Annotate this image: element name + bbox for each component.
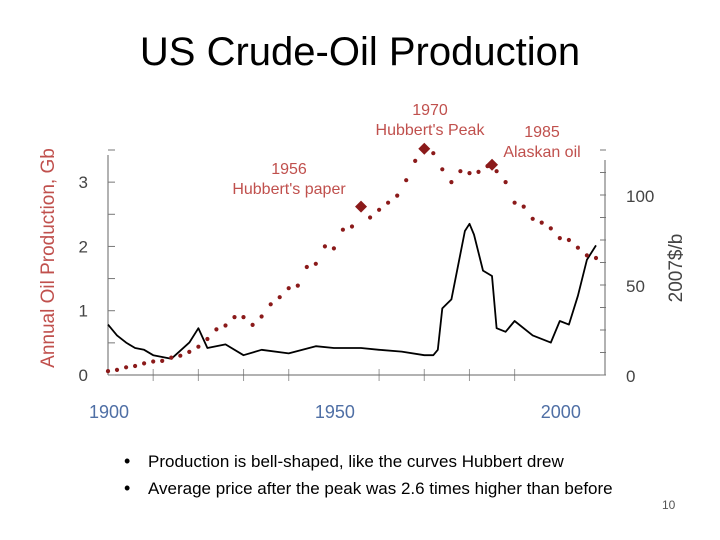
y-left-tick-label: 1	[79, 302, 88, 321]
bullet-item-1: Production is bell-shaped, like the curv…	[118, 448, 613, 475]
chart-labels: 0 1 2 3 0 50 100 1900 1950 2000 Annual Oil Product…	[38, 148, 687, 422]
production-point	[259, 314, 264, 319]
production-point	[196, 344, 201, 349]
annotation-label: 1956	[271, 161, 307, 178]
production-point	[431, 151, 436, 156]
production-point	[241, 315, 246, 320]
annotation-marker	[418, 142, 431, 155]
production-point	[530, 216, 535, 221]
annotation-label: 1985	[524, 124, 560, 141]
y-left-axis-title: Annual Oil Production, Gb	[38, 148, 59, 368]
production-point	[557, 236, 562, 241]
price-series	[107, 222, 597, 360]
chart-annotations: 1956 Hubbert's paper 1970 Hubbert's Peak 198…	[232, 102, 581, 213]
production-point	[295, 283, 300, 288]
production-point	[187, 349, 192, 354]
production-point	[124, 365, 129, 370]
production-point	[377, 207, 382, 212]
production-point	[566, 237, 572, 243]
production-point	[178, 353, 183, 358]
y-right-tick-label: 0	[626, 367, 635, 386]
production-point	[503, 180, 508, 185]
production-point	[593, 255, 599, 261]
production-point	[114, 367, 120, 372]
production-point	[521, 204, 526, 209]
production-point	[467, 171, 472, 176]
x-tick-label: 1950	[315, 402, 355, 422]
production-point	[395, 193, 400, 198]
production-point	[494, 169, 499, 174]
page-number: 10	[662, 498, 676, 512]
production-point	[413, 158, 418, 163]
production-point	[250, 322, 255, 327]
production-point	[151, 359, 156, 364]
production-point	[169, 355, 174, 360]
production-point	[286, 286, 291, 291]
production-point	[214, 327, 219, 332]
production-point	[160, 358, 165, 363]
production-point	[440, 167, 445, 172]
slide-title: US Crude-Oil Production	[139, 30, 581, 74]
x-tick-label: 1900	[89, 402, 129, 422]
production-point	[232, 315, 237, 320]
production-point	[331, 246, 336, 251]
chart-axes	[107, 149, 606, 376]
annotation-marker	[486, 158, 499, 171]
annotation-marker	[355, 200, 368, 213]
y-left-tick-label: 2	[79, 237, 88, 256]
price-line	[107, 222, 597, 360]
production-point	[548, 226, 553, 231]
production-point	[584, 253, 590, 258]
production-series	[105, 146, 599, 374]
production-point	[304, 264, 309, 270]
production-point	[449, 180, 454, 185]
annotation-label: 1970	[412, 102, 448, 119]
production-point	[142, 361, 147, 366]
production-point	[322, 244, 327, 249]
production-point	[458, 169, 463, 174]
production-point	[105, 369, 111, 374]
production-point	[539, 220, 544, 225]
production-point	[277, 295, 282, 300]
production-point	[205, 336, 210, 342]
bullet-item-2: Average price after the peak was 2.6 tim…	[118, 475, 613, 502]
y-right-tick-label: 100	[626, 187, 654, 206]
production-point	[268, 302, 273, 307]
y-left-tick-label: 0	[79, 366, 88, 385]
production-point	[313, 261, 318, 266]
production-point	[575, 245, 581, 250]
oil-production-chart: 1956 Hubbert's paper 1970 Hubbert's Peak 198…	[38, 102, 687, 422]
annotation-label: Alaskan oil	[503, 144, 580, 161]
x-tick-label: 2000	[541, 402, 581, 422]
production-point	[386, 200, 391, 205]
production-point	[476, 169, 481, 174]
production-point	[368, 215, 373, 220]
production-point	[340, 227, 345, 232]
production-point	[223, 323, 228, 328]
bullet-list: Production is bell-shaped, like the curv…	[118, 448, 613, 502]
y-right-axis-title: 2007$/b	[666, 234, 687, 303]
annotation-label: Hubbert's paper	[232, 181, 346, 198]
production-point	[133, 363, 138, 369]
production-point	[512, 200, 517, 205]
production-point	[349, 224, 355, 229]
y-left-tick-label: 3	[79, 173, 88, 192]
y-right-tick-label: 50	[626, 277, 645, 296]
annotation-label: Hubbert's Peak	[376, 122, 486, 139]
production-point	[404, 178, 409, 183]
